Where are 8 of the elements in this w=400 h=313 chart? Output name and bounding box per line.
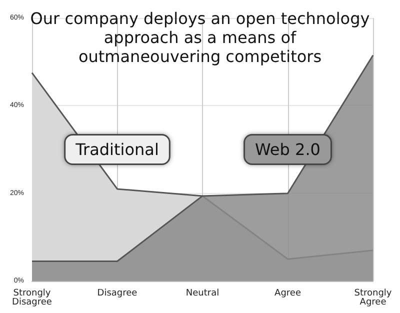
x-tick-label: Strongly Agree	[354, 288, 392, 308]
x-tick-label: Disagree	[97, 288, 138, 298]
x-tick-label: Strongly Disagree	[12, 288, 52, 308]
text: Our company deploys an open technology approach as a means of outmaneouvering competitors	[30, 9, 370, 66]
x-tick-label: Agree	[274, 288, 302, 298]
x-tick-label: Neutral	[186, 288, 220, 298]
series-label: Web 2.0	[255, 140, 320, 159]
series-label: Traditional	[74, 140, 159, 159]
